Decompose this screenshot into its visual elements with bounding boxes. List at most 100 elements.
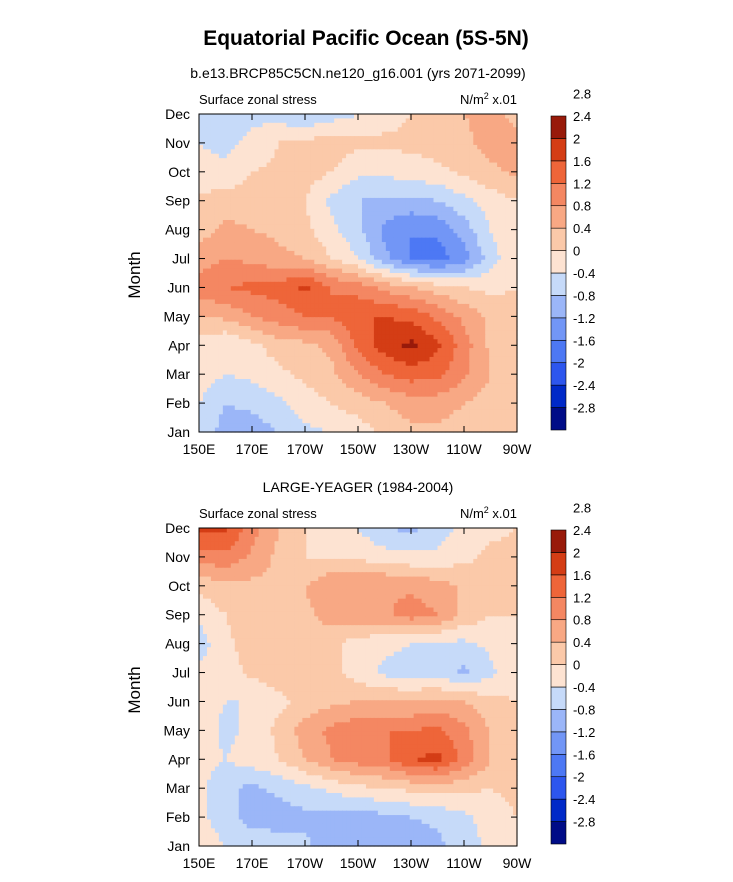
top-heatmap-cell [286, 379, 292, 385]
top-heatmap-cell [282, 162, 288, 168]
top-heatmap-cell [389, 167, 395, 173]
top-heatmap-cell [377, 162, 383, 168]
top-heatmap-cell [338, 326, 343, 332]
top-heatmap-cell [453, 264, 458, 270]
top-heatmap-cell [290, 356, 296, 362]
top-heatmap-cell [230, 290, 236, 296]
top-heatmap-cell [342, 153, 347, 159]
top-heatmap-cell [429, 114, 435, 120]
top-heatmap-cell [342, 175, 347, 181]
top-heatmap-cell [437, 118, 443, 124]
top-heatmap-cell [314, 246, 319, 252]
top-heatmap-cell [266, 237, 272, 243]
top-heatmap-cell [417, 312, 423, 318]
top-heatmap-cell [389, 237, 395, 243]
top-heatmap-cell [262, 250, 268, 256]
top-heatmap-cell [421, 206, 427, 212]
top-heatmap-cell [318, 197, 323, 203]
top-heatmap-cell [322, 250, 327, 256]
top-heatmap-cell [401, 290, 407, 296]
top-heatmap-cell [230, 299, 236, 305]
top-heatmap-cell [497, 290, 502, 296]
top-heatmap-cell [481, 158, 486, 164]
top-heatmap-cell [493, 273, 498, 279]
top-heatmap-cell [469, 370, 474, 376]
top-heatmap-cell [441, 255, 447, 261]
top-heatmap-cell [314, 321, 319, 327]
top-heatmap-cell [373, 127, 379, 133]
top-heatmap-cell [350, 312, 355, 318]
top-heatmap-cell [214, 224, 220, 230]
top-heatmap-cell [258, 290, 264, 296]
top-heatmap-cell [441, 321, 447, 327]
top-heatmap-cell [206, 153, 212, 159]
top-heatmap-cell [385, 233, 391, 239]
top-heatmap-cell [358, 167, 363, 173]
top-heatmap-cell [397, 175, 403, 181]
top-heatmap-cell [405, 268, 411, 274]
top-heatmap-cell [266, 286, 272, 292]
top-heatmap-cell [365, 228, 371, 234]
top-heatmap-cell [242, 118, 248, 124]
top-heatmap-cell [393, 184, 399, 190]
top-heatmap-cell [202, 379, 208, 385]
top-heatmap-cell [385, 268, 391, 274]
top-heatmap-cell [270, 365, 276, 371]
top-heatmap-cell [290, 317, 296, 323]
top-heatmap-cell [441, 122, 447, 128]
top-heatmap-cell [258, 211, 264, 217]
top-heatmap-cell [453, 158, 458, 164]
top-heatmap-cell [425, 136, 431, 142]
top-heatmap-cell [425, 356, 431, 362]
top-heatmap-cell [206, 321, 212, 327]
top-heatmap-cell [393, 379, 399, 385]
top-heatmap-cell [417, 158, 423, 164]
top-heatmap-cell [222, 361, 228, 367]
top-heatmap-cell [409, 379, 415, 385]
top-heatmap-cell [322, 321, 327, 327]
top-heatmap-cell [505, 365, 510, 371]
top-heatmap-cell [322, 197, 327, 203]
top-heatmap-cell [199, 374, 204, 380]
top-heatmap-cell [314, 330, 319, 336]
top-heatmap-cell [469, 162, 474, 168]
top-heatmap-cell [278, 273, 284, 279]
top-heatmap-cell [421, 122, 427, 128]
top-heatmap-cell [254, 259, 260, 265]
top-heatmap-cell [238, 127, 244, 133]
top-heatmap-cell [473, 189, 478, 195]
top-heatmap-cell [417, 114, 423, 120]
top-heatmap-cell [318, 184, 323, 190]
top-heatmap-cell [445, 352, 451, 358]
top-heatmap-cell [441, 286, 447, 292]
top-heatmap-cell [218, 277, 224, 283]
top-heatmap-cell [433, 224, 439, 230]
top-heatmap-cell [266, 326, 272, 332]
top-heatmap-cell [477, 224, 482, 230]
top-heatmap-cell [381, 184, 387, 190]
top-heatmap-cell [318, 136, 323, 142]
top-heatmap-cell [218, 365, 224, 371]
top-heatmap-cell [417, 180, 423, 186]
top-heatmap-cell [314, 215, 319, 221]
top-heatmap-cell [461, 220, 466, 226]
top-heatmap-cell [381, 233, 387, 239]
top-heatmap-cell [485, 131, 490, 137]
top-heatmap-cell [346, 339, 351, 345]
top-heatmap-cell [246, 162, 252, 168]
top-heatmap-cell [381, 153, 387, 159]
top-heatmap-cell [330, 383, 335, 389]
top-heatmap-cell [477, 184, 482, 190]
top-heatmap-cell [202, 361, 208, 367]
top-heatmap-cell [254, 171, 260, 177]
top-heatmap-cell [222, 153, 228, 159]
top-heatmap-cell [302, 144, 307, 150]
top-heatmap-cell [369, 184, 375, 190]
top-heatmap-cell [214, 317, 220, 323]
top-heatmap-cell [338, 224, 343, 230]
top-heatmap-cell [218, 273, 224, 279]
top-heatmap-cell [199, 246, 204, 252]
top-heatmap-cell [425, 334, 431, 340]
top-heatmap-cell [302, 149, 307, 155]
top-heatmap-cell [206, 140, 212, 146]
